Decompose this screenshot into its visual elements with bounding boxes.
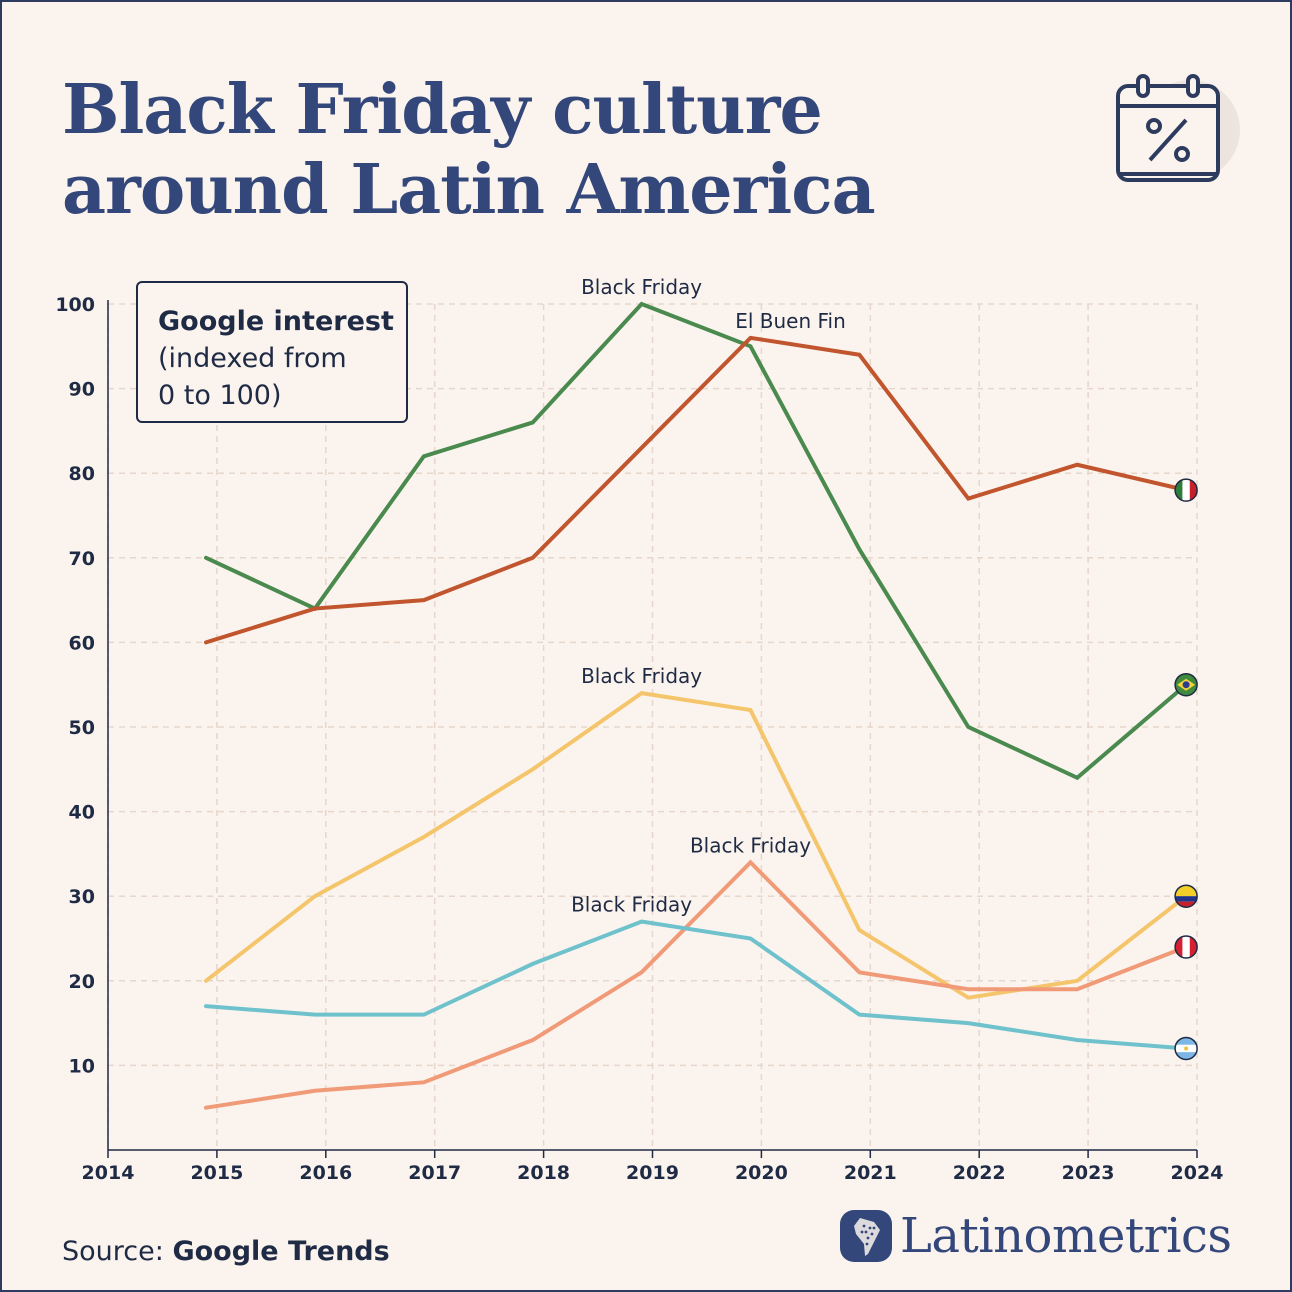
annotation-label: Black Friday xyxy=(690,833,811,857)
title-line-1: Black Friday culture xyxy=(62,70,823,150)
x-tick-label: 2019 xyxy=(626,1162,679,1184)
x-tick-label: 2018 xyxy=(517,1162,570,1184)
y-tick-label: 20 xyxy=(69,971,95,993)
x-tick-label: 2015 xyxy=(190,1162,243,1184)
y-tick-label: 100 xyxy=(55,294,95,316)
annotation-label: Black Friday xyxy=(581,275,702,299)
brand-logo: Latinometrics xyxy=(840,1208,1232,1264)
x-tick-label: 2020 xyxy=(735,1162,788,1184)
x-tick-label: 2022 xyxy=(953,1162,1006,1184)
mexico-flag-icon xyxy=(1174,478,1198,502)
latinometrics-map-icon xyxy=(840,1210,892,1262)
y-tick-label: 40 xyxy=(69,802,95,824)
colombia-flag-icon xyxy=(1174,884,1198,908)
source-value: Google Trends xyxy=(172,1236,390,1267)
argentina-flag-icon xyxy=(1174,1036,1198,1061)
y-tick-label: 50 xyxy=(69,717,95,739)
source-note: Source: Google Trends xyxy=(62,1236,390,1267)
y-tick-label: 90 xyxy=(69,379,95,401)
annotation-label: Black Friday xyxy=(571,893,692,917)
title-line-2: around Latin America xyxy=(62,150,876,230)
y-tick-label: 30 xyxy=(69,886,95,908)
series-line-argentina xyxy=(204,919,1189,1051)
y-tick-label: 60 xyxy=(69,632,95,654)
x-tick-label: 2017 xyxy=(408,1162,461,1184)
legend-box: Google interest (indexed from 0 to 100) xyxy=(136,281,408,423)
brazil-flag-icon xyxy=(1174,672,1198,697)
y-tick-label: 10 xyxy=(69,1055,95,1077)
brand-wordmark: Latinometrics xyxy=(900,1208,1232,1264)
series-line-peru xyxy=(204,859,1189,1110)
source-label: Source: xyxy=(62,1236,164,1267)
peru-flag-icon xyxy=(1174,935,1198,959)
legend-title: Google interest xyxy=(158,306,394,337)
x-tick-label: 2014 xyxy=(82,1162,135,1184)
y-tick-label: 80 xyxy=(69,463,95,485)
legend-subtitle-1: (indexed from xyxy=(158,343,347,374)
x-tick-label: 2016 xyxy=(299,1162,352,1184)
x-tick-label: 2021 xyxy=(844,1162,897,1184)
calendar-percent-icon xyxy=(1116,74,1240,182)
x-tick-label: 2023 xyxy=(1062,1162,1115,1184)
annotation-label: El Buen Fin xyxy=(735,309,846,333)
series-line-brazil xyxy=(204,301,1189,781)
legend-subtitle-2: 0 to 100) xyxy=(158,380,282,411)
x-tick-label: 2024 xyxy=(1171,1162,1224,1184)
page-title: Black Friday culture around Latin Americ… xyxy=(62,70,962,230)
y-tick-label: 70 xyxy=(69,548,95,570)
series-line-mexico xyxy=(204,335,1189,645)
annotation-label: Black Friday xyxy=(581,664,702,688)
